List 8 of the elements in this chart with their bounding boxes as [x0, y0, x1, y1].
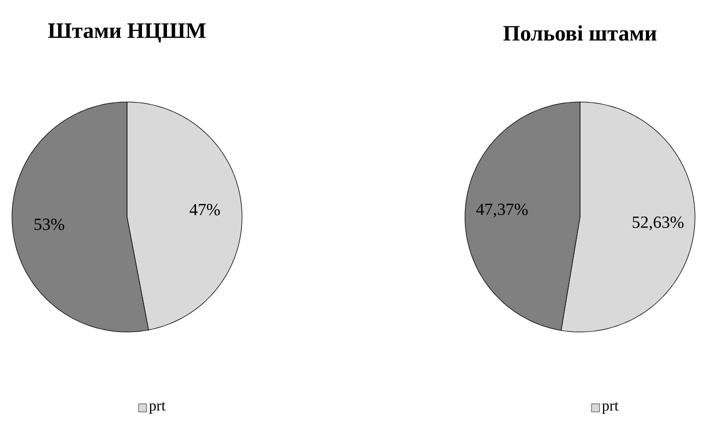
- legend-label: prt: [149, 402, 166, 414]
- data-label: 47,37%: [476, 204, 528, 218]
- legend-label: prt: [602, 402, 618, 414]
- chart-title: Штами НЦШМ: [48, 23, 206, 43]
- chart-title: Польові штами: [503, 25, 656, 41]
- data-label: 53%: [34, 218, 64, 230]
- data-label: 47%: [190, 204, 220, 216]
- data-label: 52,63%: [632, 216, 684, 230]
